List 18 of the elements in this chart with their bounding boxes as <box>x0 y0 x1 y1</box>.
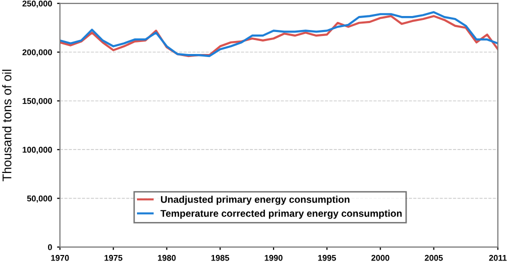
y-tick-label: 250,000 <box>22 0 52 8</box>
x-tick-label: 1995 <box>318 254 336 261</box>
legend-label: Unadjusted primary energy consumption <box>160 196 350 205</box>
x-tick-label: 1975 <box>104 254 122 261</box>
x-tick-label: 1980 <box>158 254 176 261</box>
x-tick-label: 2011 <box>489 254 507 261</box>
y-tick-label: 0 <box>48 244 52 250</box>
y-tick-label: 150,000 <box>22 98 52 106</box>
x-tick-label: 2005 <box>424 254 443 261</box>
x-tick-label: 1990 <box>264 254 282 261</box>
x-tick-label: 1985 <box>211 254 230 261</box>
y-axis-title: Thousand tons of oil <box>2 70 12 182</box>
y-tick-label: 200,000 <box>22 49 52 56</box>
legend-label: Temperature corrected primary energy consumption <box>160 210 402 219</box>
y-tick-label: 100,000 <box>22 146 52 154</box>
x-tick-label: 2000 <box>371 254 390 261</box>
x-tick-label: 1970 <box>51 254 69 261</box>
y-tick-label: 50,000 <box>27 196 52 203</box>
